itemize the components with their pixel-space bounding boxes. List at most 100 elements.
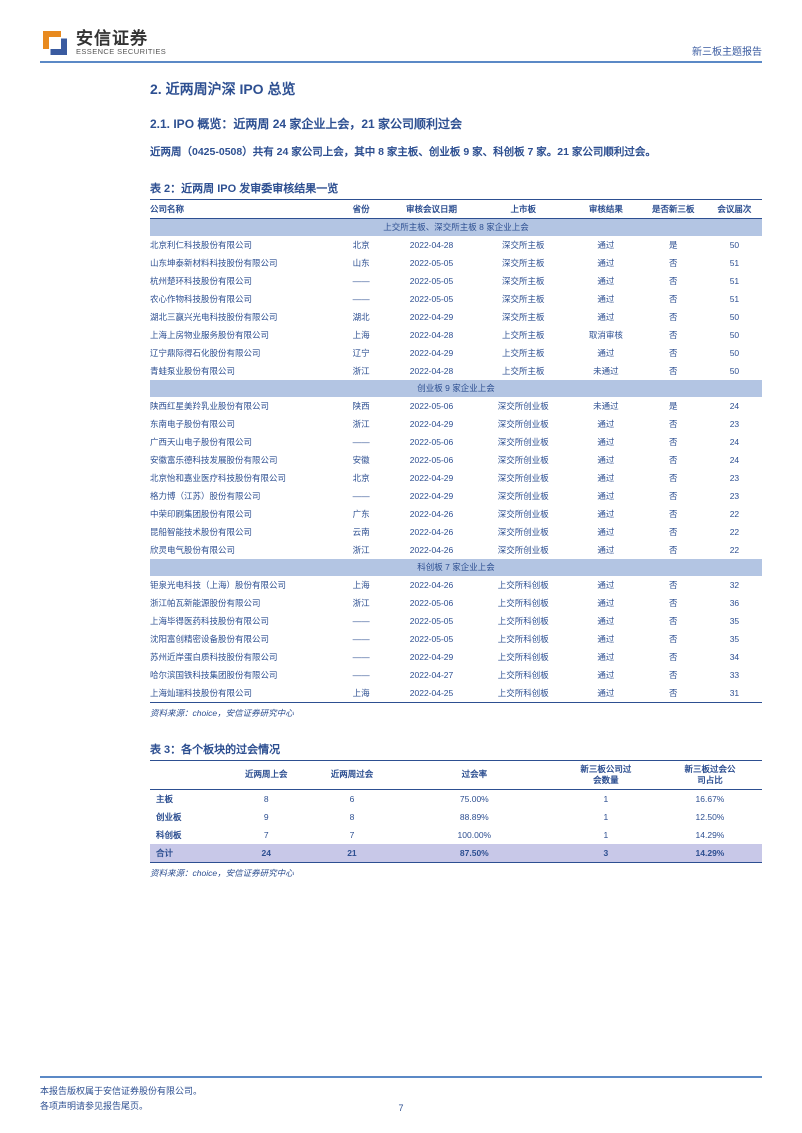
table2-cell: 23 [707, 415, 762, 433]
table2-cell: 通过 [572, 290, 639, 308]
table2-cell: 山东 [334, 254, 389, 272]
table2-cell: 深交所创业板 [474, 397, 572, 415]
table3-col-header: 近两周上会 [223, 760, 309, 789]
table2-cell: 通过 [572, 236, 639, 254]
table2-cell: 哈尔滨国铁科技集团股份有限公司 [150, 666, 334, 684]
table3-cell: 主板 [150, 789, 223, 808]
table2-cell: 通过 [572, 523, 639, 541]
table3-cell: 88.89% [395, 808, 554, 826]
table2-cell: 否 [640, 272, 707, 290]
table2-cell: 北京 [334, 236, 389, 254]
table-row: 昆船智能技术股份有限公司云南2022-04-26深交所创业板通过否22 [150, 523, 762, 541]
table2-cell: 2022-04-26 [389, 523, 475, 541]
table2-cell: 浙江 [334, 362, 389, 380]
table2-cell: 杭州楚环科技股份有限公司 [150, 272, 334, 290]
table2-cell: 深交所创业板 [474, 523, 572, 541]
table3-col-header: 新三板公司过会数量 [554, 760, 658, 789]
table2-cell: 通过 [572, 594, 639, 612]
table3-total-cell: 24 [223, 844, 309, 862]
table2-cell: 深交所创业板 [474, 487, 572, 505]
table-row: 中荣印刷集团股份有限公司广东2022-04-26深交所创业板通过否22 [150, 505, 762, 523]
table2-cell: 湖北 [334, 308, 389, 326]
table2-col-header: 公司名称 [150, 199, 334, 218]
table2-cell: 否 [640, 594, 707, 612]
table2-cell: 否 [640, 451, 707, 469]
table2-cell: 通过 [572, 630, 639, 648]
table2-cell: 50 [707, 326, 762, 344]
table2-cell: 深交所主板 [474, 272, 572, 290]
table2-cell: 否 [640, 433, 707, 451]
table2-cell: 否 [640, 505, 707, 523]
table2-cell: 2022-04-29 [389, 344, 475, 362]
table-row: 安徽富乐德科技发展股份有限公司安徽2022-05-06深交所创业板通过否24 [150, 451, 762, 469]
table2-cell: 22 [707, 505, 762, 523]
table2-cell: 35 [707, 612, 762, 630]
table2-cell: 2022-04-25 [389, 684, 475, 702]
table2-cell: 深交所主板 [474, 308, 572, 326]
table3-cell: 75.00% [395, 789, 554, 808]
table2-cell: 否 [640, 666, 707, 684]
table2-cell: 深交所创业板 [474, 451, 572, 469]
table2-cell: —— [334, 290, 389, 308]
table2-cell: 31 [707, 684, 762, 702]
table2-cell: 苏州近岸蛋白质科技股份有限公司 [150, 648, 334, 666]
brand-name-cn: 安信证券 [76, 30, 166, 48]
table2-cell: 深交所创业板 [474, 469, 572, 487]
table2-cell: 2022-05-05 [389, 630, 475, 648]
table2-cell: 沈阳富创精密设备股份有限公司 [150, 630, 334, 648]
table2-cell: 2022-04-27 [389, 666, 475, 684]
table2-cell: 深交所创业板 [474, 541, 572, 559]
table2-col-header: 上市板 [474, 199, 572, 218]
table2-cell: 24 [707, 451, 762, 469]
table-row: 科创板77100.00%114.29% [150, 826, 762, 844]
table2-cell: 32 [707, 576, 762, 594]
table2-cell: 2022-05-05 [389, 612, 475, 630]
table-row: 钜泉光电科技（上海）股份有限公司上海2022-04-26上交所科创板通过否32 [150, 576, 762, 594]
table2: 公司名称省份审核会议日期上市板审核结果是否新三板会议届次 上交所主板、深交所主板… [150, 199, 762, 702]
table3-cell: 7 [309, 826, 395, 844]
table-row: 陕西红星美羚乳业股份有限公司陕西2022-05-06深交所创业板未通过是24 [150, 397, 762, 415]
table3-cell: 6 [309, 789, 395, 808]
table3: 近两周上会近两周过会过会率新三板公司过会数量新三板过会公司占比 主板8675.0… [150, 760, 762, 862]
table-row: 上海上房物业服务股份有限公司上海2022-04-28上交所主板取消审核否50 [150, 326, 762, 344]
table-row: 农心作物科技股份有限公司——2022-05-05深交所主板通过否51 [150, 290, 762, 308]
table2-cell: 深交所创业板 [474, 415, 572, 433]
table3-cell: 1 [554, 789, 658, 808]
table2-cell: 通过 [572, 451, 639, 469]
table2-cell: 辽宁鼎际得石化股份有限公司 [150, 344, 334, 362]
report-type: 新三板主题报告 [692, 43, 762, 58]
table2-cell: 2022-04-28 [389, 326, 475, 344]
table2-cell: 安徽 [334, 451, 389, 469]
table-row: 北京怡和嘉业医疗科技股份有限公司北京2022-04-29深交所创业板通过否23 [150, 469, 762, 487]
table3-cell: 1 [554, 826, 658, 844]
table2-cell: 浙江 [334, 594, 389, 612]
table2-cell: 通过 [572, 415, 639, 433]
table-row: 辽宁鼎际得石化股份有限公司辽宁2022-04-29上交所主板通过否50 [150, 344, 762, 362]
logo-icon [40, 28, 70, 58]
table3-total-row: 合计242187.50%314.29% [150, 844, 762, 862]
table3-cell: 科创板 [150, 826, 223, 844]
table2-cell: 2022-05-05 [389, 254, 475, 272]
table-row: 广西天山电子股份有限公司——2022-05-06深交所创业板通过否24 [150, 433, 762, 451]
table2-cell: 通过 [572, 541, 639, 559]
table2-cell: 深交所主板 [474, 290, 572, 308]
table2-cell: 深交所主板 [474, 236, 572, 254]
table2-cell: 上交所科创板 [474, 630, 572, 648]
table2-cell: 通过 [572, 576, 639, 594]
table2-cell: 昆船智能技术股份有限公司 [150, 523, 334, 541]
table2-cell: 农心作物科技股份有限公司 [150, 290, 334, 308]
table3-col-header: 过会率 [395, 760, 554, 789]
table2-cell: 22 [707, 523, 762, 541]
table-row: 苏州近岸蛋白质科技股份有限公司——2022-04-29上交所科创板通过否34 [150, 648, 762, 666]
table2-cell: 中荣印刷集团股份有限公司 [150, 505, 334, 523]
table2-cell: 否 [640, 487, 707, 505]
table2-cell: 通过 [572, 505, 639, 523]
table2-cell: 云南 [334, 523, 389, 541]
table2-cell: 上海 [334, 326, 389, 344]
table2-cell: 否 [640, 541, 707, 559]
page-number: 7 [398, 1103, 403, 1113]
table2-cell: —— [334, 666, 389, 684]
table-row: 上海灿瑞科技股份有限公司上海2022-04-25上交所科创板通过否31 [150, 684, 762, 702]
table2-cell: 是 [640, 236, 707, 254]
table2-cell: 通过 [572, 272, 639, 290]
